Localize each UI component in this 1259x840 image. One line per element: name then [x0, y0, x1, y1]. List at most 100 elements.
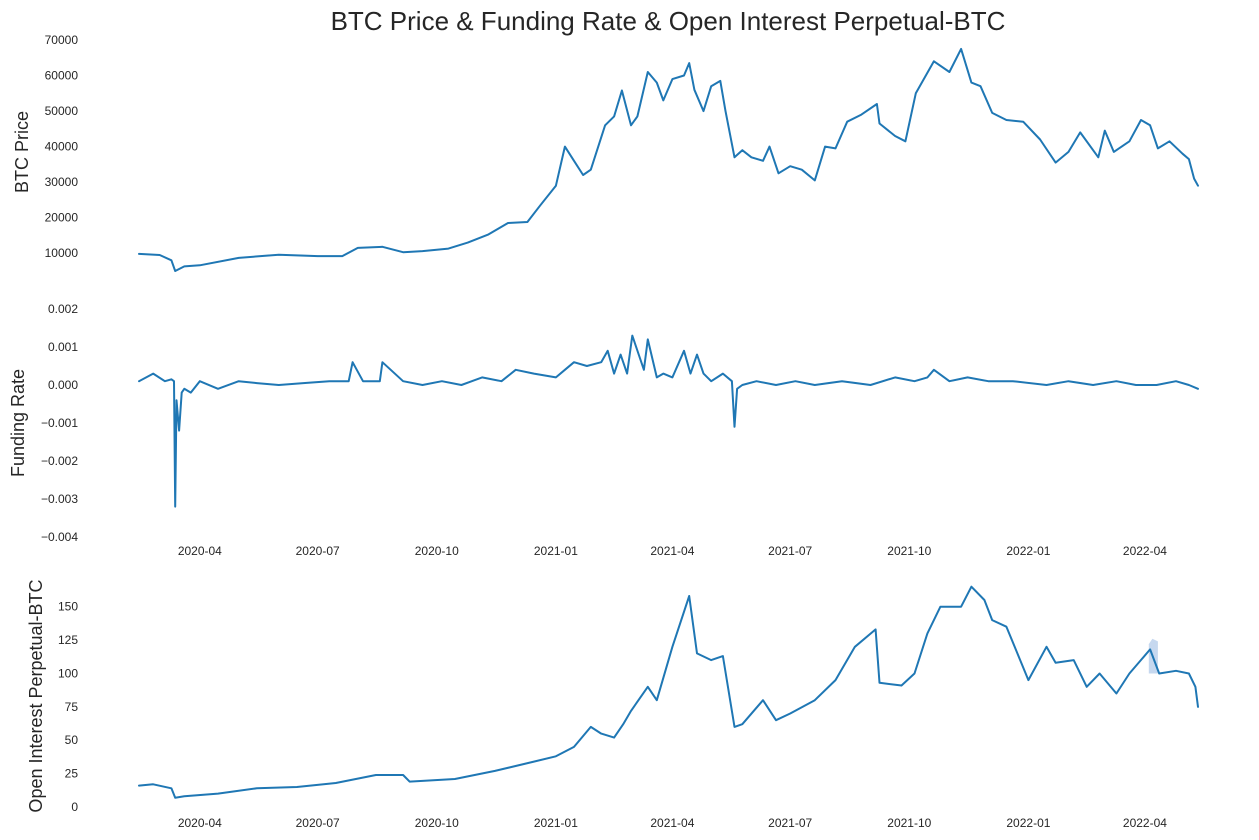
data-point	[631, 335, 633, 337]
chart-title: BTC Price & Funding Rate & Open Interest…	[331, 6, 1006, 36]
data-point	[671, 78, 673, 80]
data-point	[613, 373, 615, 375]
y-tick-label: 70000	[45, 33, 79, 47]
data-point	[630, 710, 632, 712]
data-point	[381, 361, 383, 363]
data-point	[138, 380, 140, 382]
data-point	[296, 786, 298, 788]
data-point	[467, 242, 469, 244]
data-point	[564, 369, 566, 371]
data-point	[1012, 380, 1014, 382]
data-point	[967, 376, 969, 378]
data-point	[703, 373, 705, 375]
x-tick-label: 2020-04	[178, 544, 222, 558]
data-point	[1104, 130, 1106, 132]
data-point	[375, 774, 377, 776]
data-point	[1027, 679, 1029, 681]
x-tick-label: 2021-07	[768, 544, 812, 558]
y-tick-label: −0.002	[41, 454, 78, 468]
data-point	[762, 699, 764, 701]
data-point	[983, 599, 985, 601]
data-point	[586, 365, 588, 367]
data-point	[573, 361, 575, 363]
y-tick-label: −0.003	[41, 492, 78, 506]
data-point	[1149, 124, 1151, 126]
panel-open-interest: Open Interest Perpetual-BTC 0 25 50 75 100 12…	[26, 579, 1199, 830]
data-point	[948, 71, 950, 73]
data-point	[170, 787, 172, 789]
data-point	[533, 761, 535, 763]
data-point	[335, 782, 337, 784]
data-point	[174, 270, 176, 272]
data-point	[183, 388, 185, 390]
data-point	[539, 204, 541, 206]
data-point	[352, 361, 354, 363]
series-funding-rate	[138, 334, 1199, 508]
x-tick-label: 2021-10	[887, 544, 931, 558]
data-point	[894, 135, 896, 137]
series-btc-price	[138, 47, 1199, 272]
data-point	[636, 115, 638, 117]
data-point	[422, 250, 424, 252]
x-tick-label: 2021-04	[650, 816, 694, 830]
data-point	[789, 713, 791, 715]
data-point	[1113, 151, 1115, 153]
data-point	[183, 795, 185, 797]
y-tick-label: −0.004	[41, 530, 78, 544]
data-point	[1005, 119, 1007, 121]
y-tick-label: 0.000	[48, 378, 78, 392]
data-point	[174, 797, 176, 799]
x-tick-label: 2021-10	[887, 816, 931, 830]
data-point	[1099, 673, 1101, 675]
data-point	[1005, 626, 1007, 628]
x-ticks-funding-rate: 2020-04 2020-07 2020-10 2021-01 2021-04 2021-…	[178, 544, 1167, 558]
y-tick-label: 75	[65, 700, 79, 714]
data-point	[181, 392, 183, 394]
data-point	[948, 380, 950, 382]
y-tick-label: 10000	[45, 246, 79, 260]
data-point	[835, 147, 837, 149]
data-point	[879, 123, 881, 125]
data-point	[846, 121, 848, 123]
data-point	[481, 376, 483, 378]
data-point	[1097, 156, 1099, 158]
data-point	[590, 726, 592, 728]
y-tick-label: 0	[71, 800, 78, 814]
data-point	[914, 673, 916, 675]
x-tick-label: 2020-10	[415, 816, 459, 830]
data-point	[607, 350, 609, 352]
data-point	[741, 723, 743, 725]
data-point	[1140, 119, 1142, 121]
data-point	[164, 380, 166, 382]
data-point	[933, 60, 935, 62]
data-point	[1194, 686, 1196, 688]
data-point	[696, 652, 698, 654]
data-point	[402, 774, 404, 776]
data-point	[1182, 153, 1184, 155]
data-point	[741, 384, 743, 386]
data-point	[256, 382, 258, 384]
y-tick-label: 0.002	[48, 302, 78, 316]
data-point	[915, 92, 917, 94]
data-point	[643, 369, 645, 371]
data-point	[1193, 178, 1195, 180]
data-point	[1149, 648, 1151, 650]
x-tick-label: 2022-04	[1123, 816, 1167, 830]
data-point	[174, 506, 176, 508]
series-line-btc-price	[138, 47, 1199, 272]
data-point	[341, 255, 343, 257]
data-point	[170, 378, 172, 380]
x-tick-label: 2020-07	[296, 544, 340, 558]
data-point	[573, 160, 575, 162]
data-point	[630, 124, 632, 126]
data-point	[860, 114, 862, 116]
data-point	[178, 430, 180, 432]
data-point	[722, 655, 724, 657]
data-point	[688, 595, 690, 597]
data-point	[600, 361, 602, 363]
data-point	[756, 380, 758, 382]
data-point	[970, 586, 972, 588]
series-line-funding-rate	[138, 334, 1199, 508]
panel-funding-rate: Funding Rate −0.004 −0.003 −0.002 −0.001 0.0…	[8, 302, 1199, 558]
data-point	[1197, 706, 1199, 708]
